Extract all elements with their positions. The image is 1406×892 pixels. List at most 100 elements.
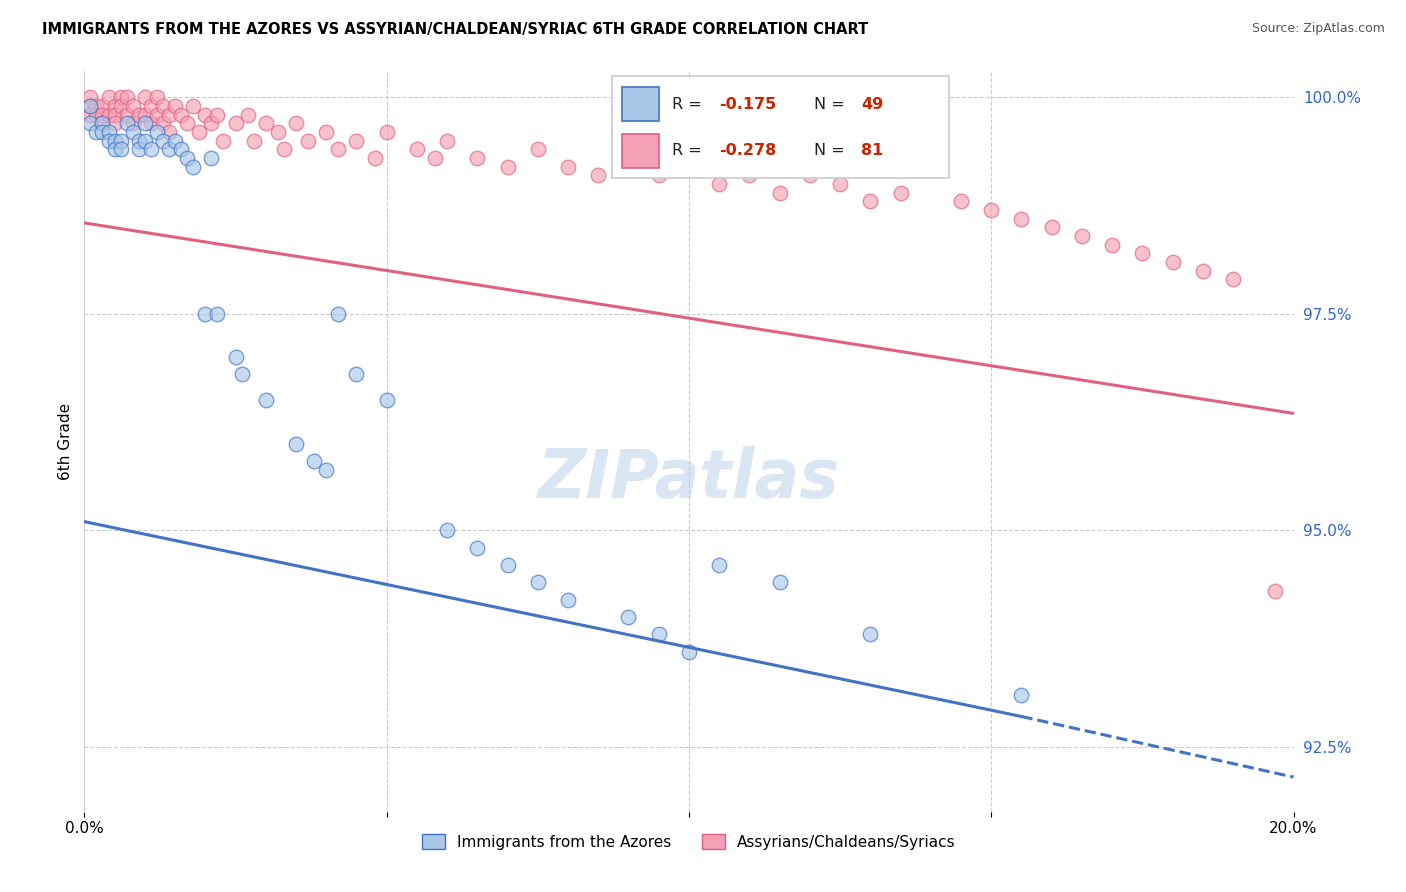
- Point: [557, 160, 579, 174]
- Point: [157, 108, 180, 122]
- Point: [1161, 255, 1184, 269]
- Point: [128, 108, 150, 122]
- Point: [121, 116, 143, 130]
- Point: [375, 393, 398, 408]
- Point: [91, 116, 114, 130]
- Point: [242, 134, 264, 148]
- Point: [104, 142, 127, 156]
- Point: [110, 99, 132, 113]
- Point: [170, 142, 193, 156]
- Text: R =: R =: [672, 96, 707, 112]
- Point: [738, 168, 761, 182]
- Point: [950, 194, 973, 209]
- Text: -0.278: -0.278: [720, 143, 778, 158]
- Point: [176, 151, 198, 165]
- Point: [104, 99, 127, 113]
- Point: [709, 177, 731, 191]
- Point: [231, 368, 253, 382]
- Point: [152, 99, 174, 113]
- Point: [225, 116, 247, 130]
- Point: [375, 125, 398, 139]
- Point: [315, 125, 337, 139]
- Point: [110, 134, 132, 148]
- Point: [363, 151, 385, 165]
- Point: [467, 151, 489, 165]
- Point: [1011, 211, 1033, 226]
- Point: [315, 463, 337, 477]
- FancyBboxPatch shape: [621, 87, 659, 121]
- Point: [1264, 583, 1286, 598]
- Point: [97, 90, 120, 104]
- Point: [200, 116, 222, 130]
- Point: [617, 610, 640, 624]
- Point: [1101, 237, 1123, 252]
- Point: [254, 393, 277, 408]
- Point: [91, 108, 114, 122]
- Point: [527, 575, 550, 590]
- Point: [79, 90, 101, 104]
- Point: [1192, 263, 1215, 277]
- Point: [146, 90, 169, 104]
- Point: [134, 134, 156, 148]
- Text: ZIPatlas: ZIPatlas: [538, 446, 839, 511]
- Point: [110, 142, 132, 156]
- Point: [79, 116, 101, 130]
- Text: Source: ZipAtlas.com: Source: ZipAtlas.com: [1251, 22, 1385, 36]
- Point: [115, 90, 138, 104]
- Point: [207, 307, 229, 321]
- Point: [104, 108, 127, 122]
- Point: [128, 142, 150, 156]
- Point: [176, 116, 198, 130]
- Point: [1011, 688, 1033, 702]
- Point: [496, 558, 519, 572]
- Point: [830, 177, 852, 191]
- Point: [194, 307, 217, 321]
- Point: [79, 99, 101, 113]
- Point: [97, 108, 120, 122]
- FancyBboxPatch shape: [621, 135, 659, 168]
- Point: [188, 125, 211, 139]
- Text: N =: N =: [814, 143, 851, 158]
- Point: [86, 125, 108, 139]
- Point: [648, 627, 671, 641]
- Point: [859, 194, 882, 209]
- Point: [212, 134, 235, 148]
- Point: [588, 168, 610, 182]
- Point: [436, 134, 458, 148]
- Point: [146, 125, 169, 139]
- Point: [527, 142, 550, 156]
- Text: IMMIGRANTS FROM THE AZORES VS ASSYRIAN/CHALDEAN/SYRIAC 6TH GRADE CORRELATION CHA: IMMIGRANTS FROM THE AZORES VS ASSYRIAN/C…: [42, 22, 869, 37]
- Point: [97, 134, 120, 148]
- Point: [225, 350, 247, 364]
- Y-axis label: 6th Grade: 6th Grade: [58, 403, 73, 480]
- Point: [97, 125, 120, 139]
- Point: [110, 90, 132, 104]
- Point: [285, 436, 308, 450]
- Point: [769, 186, 792, 200]
- Point: [165, 99, 187, 113]
- Point: [423, 151, 446, 165]
- Point: [678, 644, 700, 658]
- Point: [134, 90, 156, 104]
- Point: [104, 134, 127, 148]
- Point: [890, 186, 912, 200]
- Text: -0.175: -0.175: [720, 96, 778, 112]
- Point: [139, 116, 162, 130]
- Point: [254, 116, 277, 130]
- Point: [79, 99, 101, 113]
- Point: [207, 108, 229, 122]
- Point: [406, 142, 429, 156]
- Point: [181, 160, 204, 174]
- Point: [709, 558, 731, 572]
- Point: [128, 134, 150, 148]
- Point: [273, 142, 295, 156]
- Point: [104, 116, 127, 130]
- Point: [134, 108, 156, 122]
- Point: [91, 125, 114, 139]
- Point: [152, 116, 174, 130]
- Point: [328, 142, 350, 156]
- Point: [139, 142, 162, 156]
- Point: [346, 134, 368, 148]
- Text: N =: N =: [814, 96, 851, 112]
- Point: [302, 454, 325, 468]
